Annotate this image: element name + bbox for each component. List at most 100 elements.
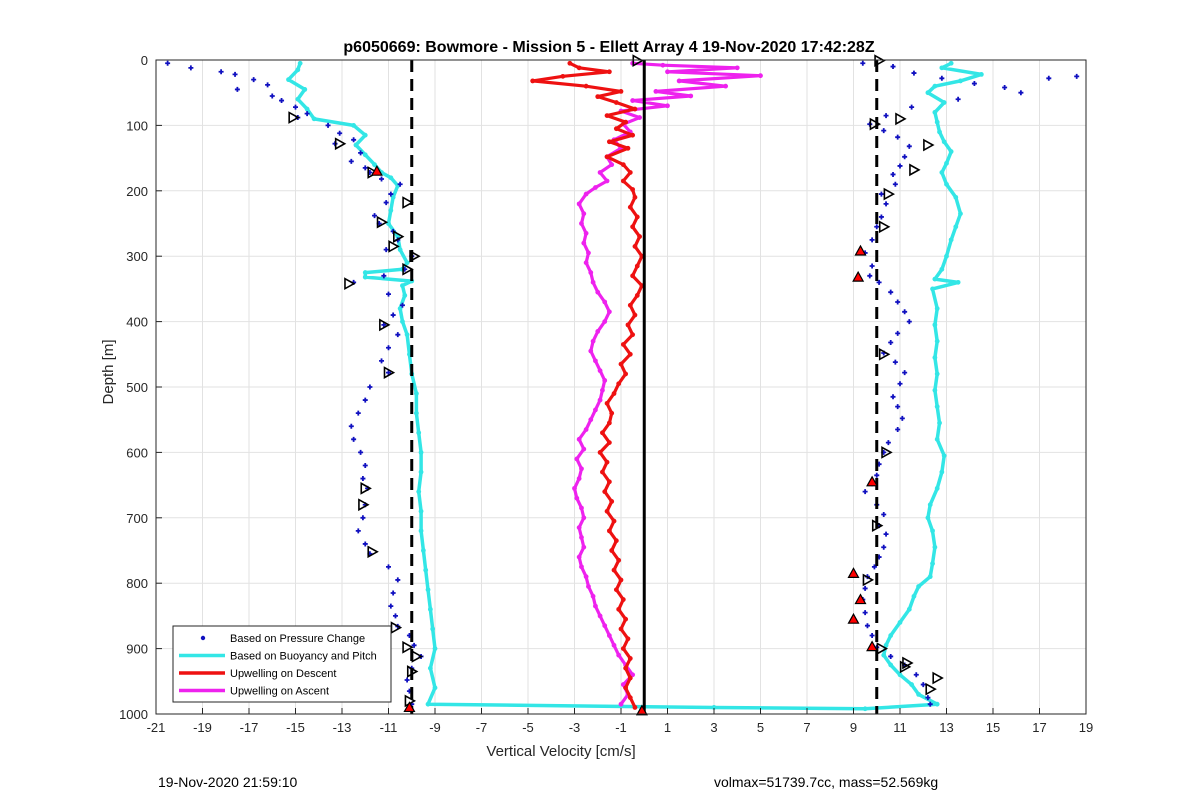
triangle-marker xyxy=(869,117,882,131)
triangle-marker xyxy=(876,642,889,655)
series-point xyxy=(609,162,615,168)
pressure-point xyxy=(862,610,868,616)
series-point xyxy=(606,633,612,638)
series-point xyxy=(881,652,887,658)
pressure-point xyxy=(878,214,884,220)
x-tick-label: -5 xyxy=(522,720,534,735)
pressure-point xyxy=(892,359,898,365)
legend-label: Upwelling on Ascent xyxy=(230,686,329,698)
series-point xyxy=(602,489,608,495)
red-triangle-marker xyxy=(847,612,860,624)
series-point xyxy=(604,154,610,160)
triangle-marker xyxy=(899,660,912,674)
triangle-marker xyxy=(409,249,421,263)
series-point xyxy=(606,309,612,315)
series-point xyxy=(576,554,582,560)
pressure-point xyxy=(388,603,394,609)
pressure-point xyxy=(869,263,875,269)
red-triangle-marker xyxy=(403,701,416,713)
series-markers-red xyxy=(370,164,879,716)
pressure-point xyxy=(367,384,373,390)
pressure-point xyxy=(232,71,238,77)
footer-info: volmax=51739.7cc, mass=52.569kg xyxy=(714,774,939,790)
series-point xyxy=(613,100,619,105)
series-point xyxy=(418,469,424,475)
chart-title: p6050669: Bowmore - Mission 5 - Ellett A… xyxy=(343,39,874,56)
series-point xyxy=(620,646,626,651)
series-point xyxy=(576,436,582,442)
series-point xyxy=(948,237,954,243)
series-point xyxy=(586,250,591,256)
series-point xyxy=(897,620,903,625)
series-point xyxy=(606,440,612,445)
pressure-point xyxy=(892,181,898,187)
series-point xyxy=(362,270,368,275)
series-point xyxy=(630,224,636,230)
triangle-marker xyxy=(379,318,391,332)
series-point xyxy=(625,145,631,151)
series-point xyxy=(630,132,636,138)
pressure-point xyxy=(871,564,877,570)
series-point xyxy=(595,289,601,295)
series-point xyxy=(632,106,638,112)
series-point xyxy=(611,642,617,648)
series-point xyxy=(600,430,605,436)
y-ticks: 0 100 200 300 400 500 600 700 800 900 1000 xyxy=(119,53,162,722)
pressure-point xyxy=(165,60,171,66)
series-point xyxy=(932,109,938,115)
series-point xyxy=(602,378,608,383)
series-point xyxy=(653,88,659,94)
series-point xyxy=(600,469,605,475)
pressure-point xyxy=(395,332,401,338)
pressure-point xyxy=(911,70,917,76)
series-point xyxy=(597,613,603,619)
series-point xyxy=(372,162,377,168)
series-point xyxy=(613,126,619,132)
series-point xyxy=(630,332,636,338)
y-tick-label: 200 xyxy=(126,184,148,199)
series-point xyxy=(665,103,670,109)
series-point xyxy=(414,391,419,396)
series-point xyxy=(597,368,603,374)
series-point xyxy=(297,60,303,66)
series-point xyxy=(574,456,580,462)
series-point xyxy=(906,606,912,612)
series-point xyxy=(958,211,963,217)
series-point xyxy=(581,446,587,452)
pressure-point xyxy=(390,312,396,318)
triangle-marker xyxy=(383,366,396,379)
series-point xyxy=(932,355,938,360)
x-tick-label: 17 xyxy=(1032,720,1046,735)
pressure-point xyxy=(897,381,903,387)
series-point xyxy=(618,88,624,94)
series-point xyxy=(420,548,426,553)
series-point xyxy=(944,160,949,166)
pressure-point xyxy=(881,544,887,550)
pressure-point xyxy=(888,289,894,295)
series-points-buoyancy xyxy=(286,60,984,712)
pressure-point xyxy=(397,181,403,187)
pressure-point xyxy=(883,531,889,537)
series-point xyxy=(362,152,368,158)
series-point xyxy=(606,528,612,534)
pressure-point xyxy=(864,623,870,629)
series-markers-triangles xyxy=(288,54,944,708)
series-point xyxy=(930,561,935,566)
pressure-point xyxy=(883,201,889,207)
triangle-marker xyxy=(402,262,414,276)
y-tick-label: 400 xyxy=(126,315,148,330)
pressure-point xyxy=(897,163,903,169)
triangle-marker xyxy=(367,545,379,559)
red-triangle-marker xyxy=(370,164,383,176)
series-point xyxy=(597,170,603,175)
series-point xyxy=(618,626,624,632)
y-tick-label: 600 xyxy=(126,445,148,460)
series-point xyxy=(597,450,603,455)
series-point xyxy=(944,253,949,259)
series-point xyxy=(627,656,633,661)
series-point xyxy=(588,348,594,354)
series-point xyxy=(609,548,615,553)
triangle-marker xyxy=(883,187,896,201)
series-point xyxy=(609,410,615,416)
series-point xyxy=(934,436,940,442)
